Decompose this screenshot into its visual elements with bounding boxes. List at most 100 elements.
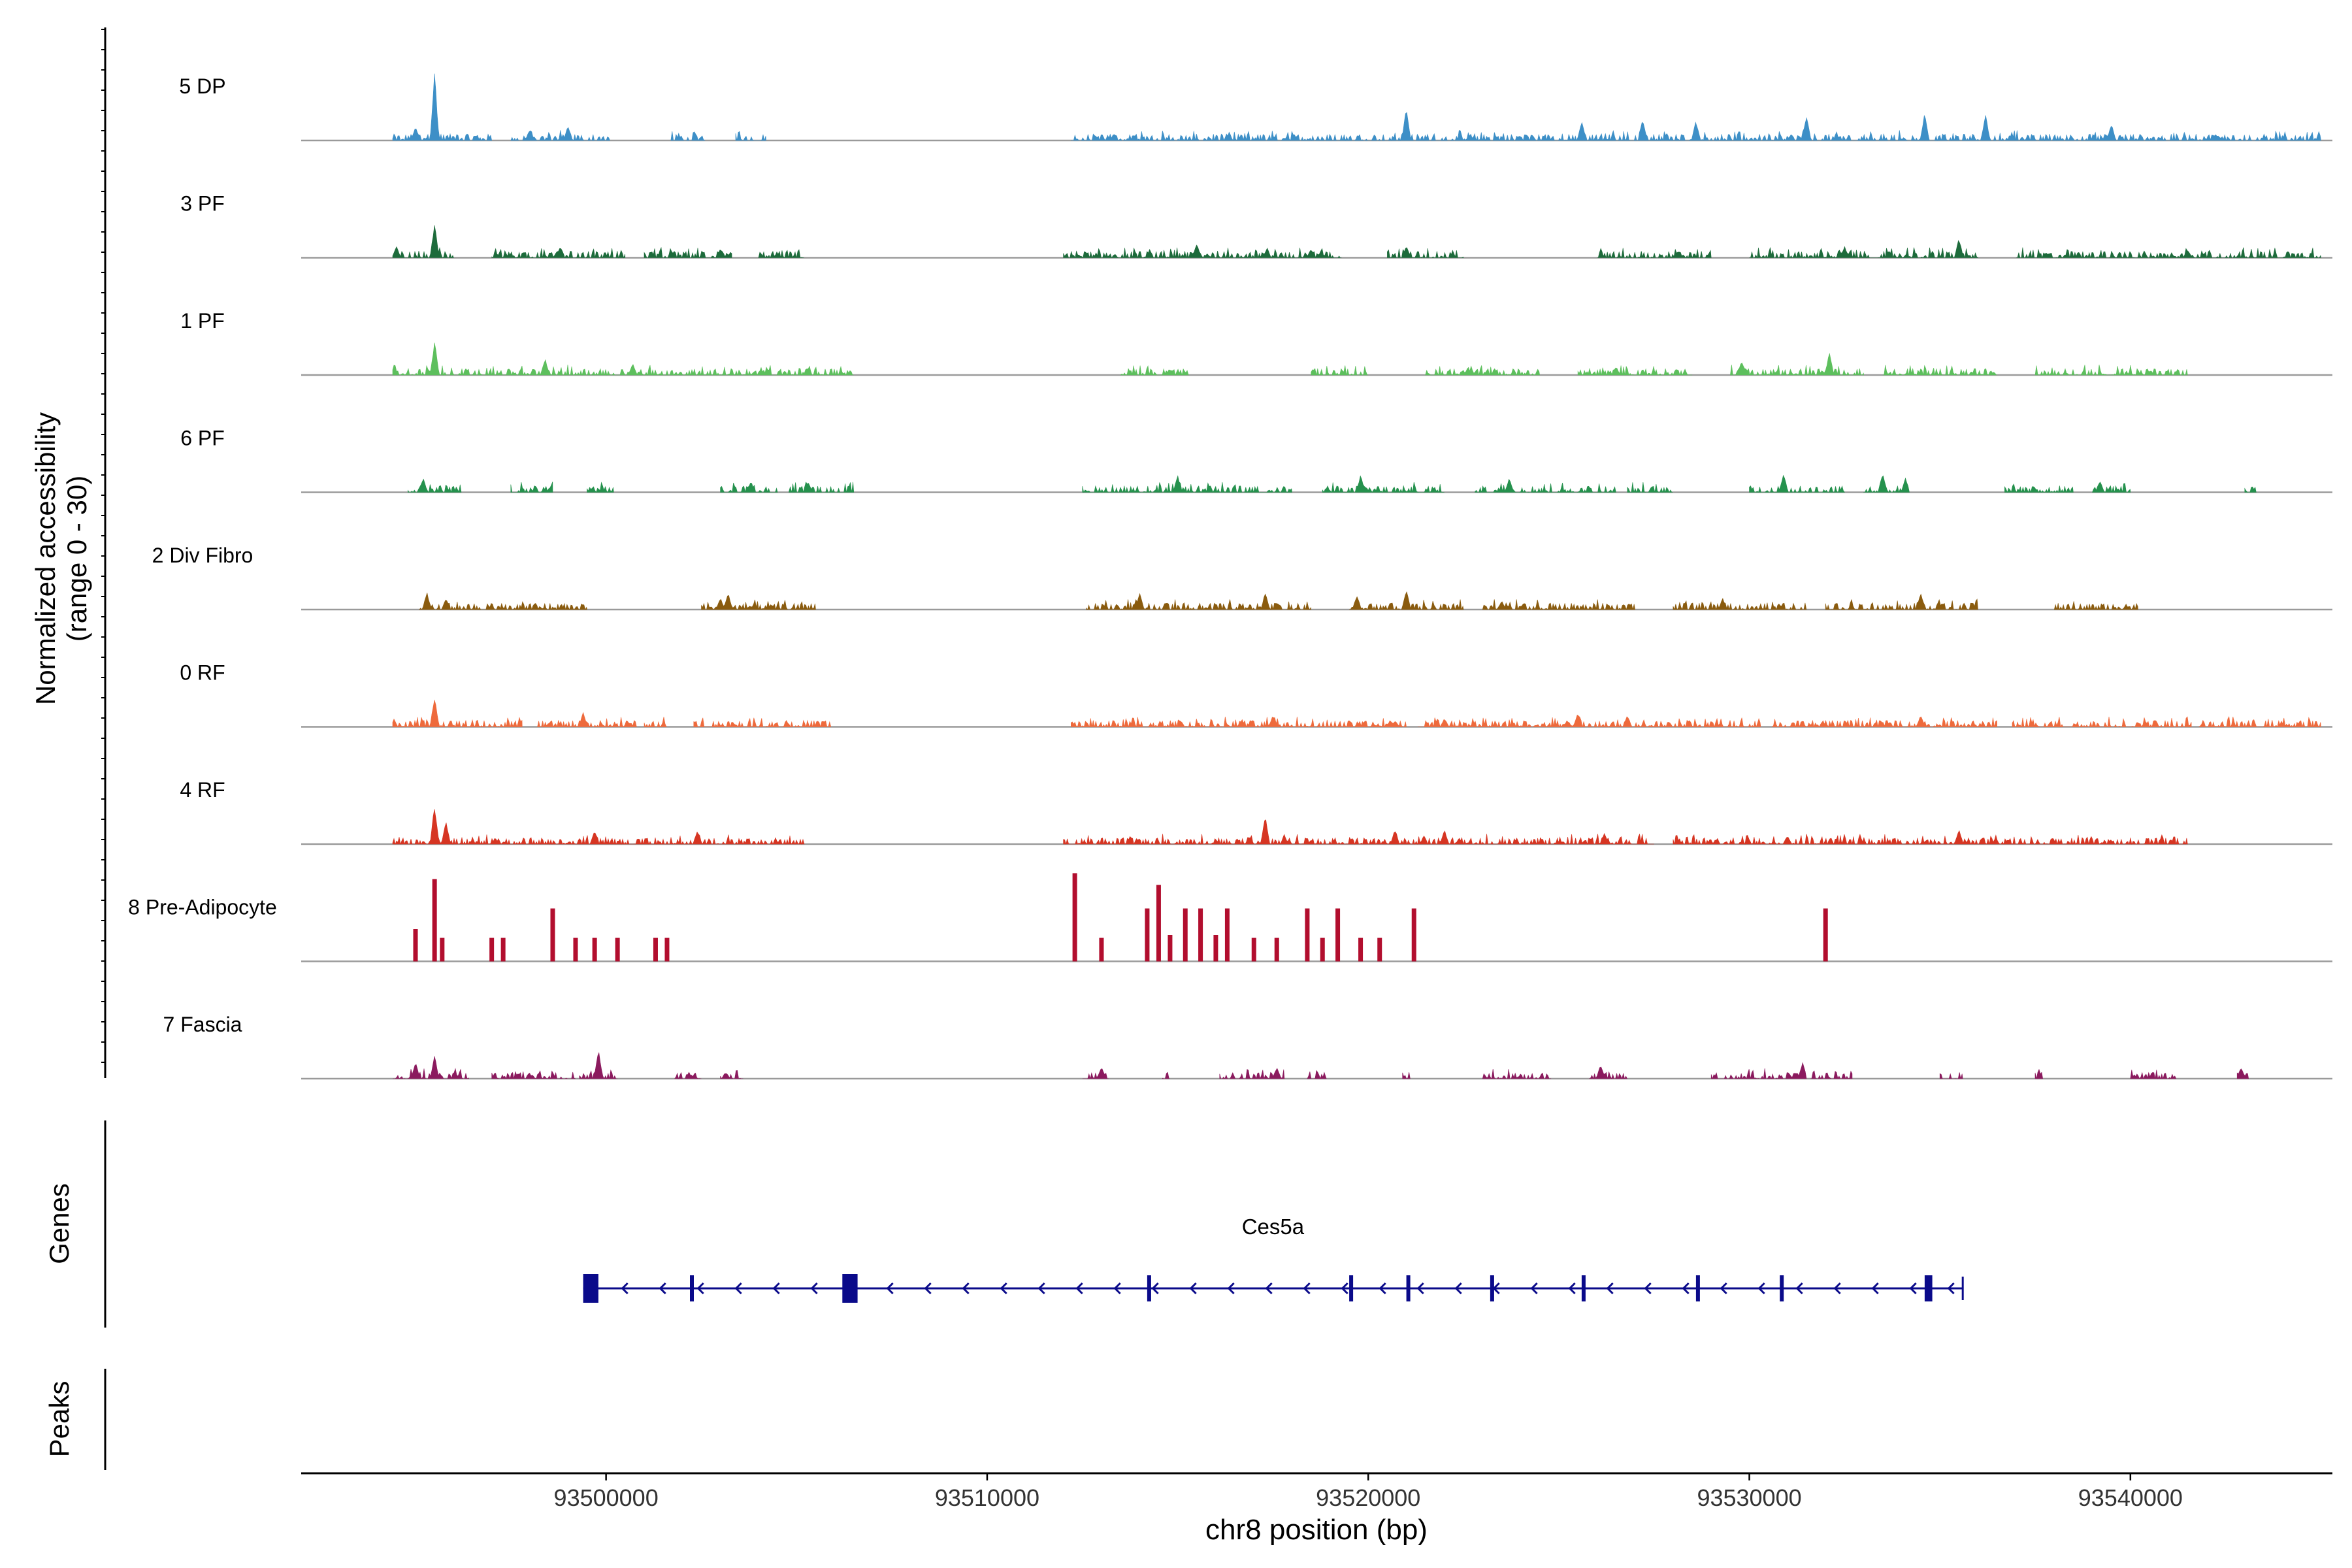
coverage-bar <box>1224 908 1230 962</box>
gene-exon <box>690 1275 694 1301</box>
coverage-area <box>392 342 2188 376</box>
gene-ces5a: Ces5a <box>583 1215 1964 1303</box>
track-3-pf: 3 PF <box>180 192 2332 259</box>
strand-arrow-icon <box>772 1282 780 1295</box>
track-2-div-fibro: 2 Div Fibro <box>152 544 2332 611</box>
coverage-bar <box>550 908 555 962</box>
coverage-area <box>392 73 2321 142</box>
gene-exon <box>583 1274 598 1303</box>
track-label: 0 RF <box>180 661 225 685</box>
coverage-bar <box>664 938 670 962</box>
track-5-dp: 5 DP <box>179 73 2332 142</box>
coverage-bar <box>573 938 578 962</box>
strand-arrow-icon <box>1568 1282 1576 1295</box>
y-axis-title: Normalized accessibility <box>30 412 61 705</box>
strand-arrow-icon <box>1795 1282 1803 1295</box>
track-1-pf: 1 PF <box>180 309 2332 376</box>
gene-exon <box>1406 1275 1411 1301</box>
coverage-bar <box>1168 935 1173 962</box>
strand-arrow-icon <box>1757 1282 1765 1295</box>
gene-exon <box>1490 1275 1494 1301</box>
peaks-panel-label: Peaks <box>44 1381 74 1458</box>
strand-arrow-icon <box>1265 1282 1273 1295</box>
track-label: 7 Fascia <box>163 1013 242 1036</box>
track-label: 8 Pre-Adipocyte <box>128 896 277 919</box>
strand-arrow-icon <box>1720 1282 1727 1295</box>
coverage-bar <box>1411 908 1416 962</box>
strand-arrow-icon <box>1606 1282 1614 1295</box>
track-6-pf: 6 PF <box>180 427 2332 493</box>
strand-arrow-icon <box>1833 1282 1841 1295</box>
strand-arrow-icon <box>1947 1282 1955 1295</box>
track-label: 3 PF <box>180 192 225 216</box>
gene-exon <box>1147 1275 1151 1301</box>
coverage-area <box>393 1052 2249 1080</box>
strand-arrow-icon <box>734 1282 742 1295</box>
gene-exon <box>1581 1275 1586 1301</box>
strand-arrow-icon <box>1113 1282 1121 1295</box>
gene-track: Ces5a <box>583 1215 1964 1303</box>
coverage-bar <box>1320 938 1325 962</box>
coverage-bar <box>1358 938 1364 962</box>
gene-name: Ces5a <box>1242 1215 1305 1239</box>
gene-exon <box>1780 1275 1784 1301</box>
coverage-area <box>419 591 2138 611</box>
strand-arrow-icon <box>1227 1282 1235 1295</box>
coverage-bar <box>592 938 597 962</box>
track-label: 1 PF <box>180 309 225 333</box>
x-axis-title: chr8 position (bp) <box>1205 1514 1428 1546</box>
strand-arrow-icon <box>1341 1282 1348 1295</box>
coverage-bar <box>653 938 658 962</box>
x-tick-label: 93540000 <box>2078 1484 2183 1511</box>
gene-exon <box>1695 1275 1700 1301</box>
strand-arrow-icon <box>1189 1282 1197 1295</box>
strand-arrow-icon <box>1303 1282 1311 1295</box>
track-7-fascia: 7 Fascia <box>163 1013 2332 1080</box>
gene-exon <box>1924 1275 1933 1301</box>
coverage-bar <box>1377 938 1382 962</box>
coverage-bar <box>432 879 437 962</box>
x-tick-label: 93500000 <box>554 1484 659 1511</box>
track-label: 6 PF <box>180 427 225 450</box>
strand-arrow-icon <box>1454 1282 1462 1295</box>
coverage-bar <box>1183 908 1188 962</box>
strand-arrow-icon <box>1151 1282 1159 1295</box>
coverage-bar <box>1156 885 1161 962</box>
coverage-area <box>392 225 2321 259</box>
strand-arrow-icon <box>886 1282 894 1295</box>
coverage-y-ticks <box>101 29 105 1063</box>
coverage-bar <box>1213 935 1218 962</box>
strand-arrow-icon <box>1530 1282 1538 1295</box>
strand-arrow-icon <box>1871 1282 1879 1295</box>
strand-arrow-icon <box>1909 1282 1917 1295</box>
coverage-bar <box>1251 938 1256 962</box>
coverage-bar <box>1305 908 1310 962</box>
strand-arrow-icon <box>696 1282 704 1295</box>
coverage-area <box>408 474 2257 493</box>
genes-panel-label: Genes <box>44 1183 74 1264</box>
track-0-rf: 0 RF <box>180 661 2332 728</box>
coverage-bar <box>1335 908 1341 962</box>
strand-arrow-icon <box>924 1282 932 1295</box>
strand-arrow-icon <box>962 1282 970 1295</box>
strand-arrow-icon <box>1075 1282 1083 1295</box>
x-axis-ticks: 93500000 93510000 93520000 93530000 93540000 <box>554 1473 2183 1511</box>
coverage-bar <box>500 938 506 962</box>
strand-arrow-icon <box>621 1282 629 1295</box>
strand-arrow-icon <box>1000 1282 1007 1295</box>
strand-arrow-icon <box>1682 1282 1690 1295</box>
strand-arrow-icon <box>810 1282 818 1295</box>
track-8-pre-adipocyte: 8 Pre-Adipocyte <box>128 873 2332 962</box>
strand-arrow-icon <box>1416 1282 1424 1295</box>
coverage-bar <box>1099 938 1104 962</box>
coverage-bar <box>1823 908 1828 962</box>
coverage-bar <box>413 929 418 962</box>
coverage-bar <box>489 938 495 962</box>
x-tick-label: 93510000 <box>935 1484 1039 1511</box>
strand-arrow-icon <box>659 1282 666 1295</box>
gene-exon <box>1349 1275 1354 1301</box>
coverage-bar <box>1145 908 1150 962</box>
coverage-bar <box>1274 938 1279 962</box>
coverage-bar <box>1072 873 1077 962</box>
